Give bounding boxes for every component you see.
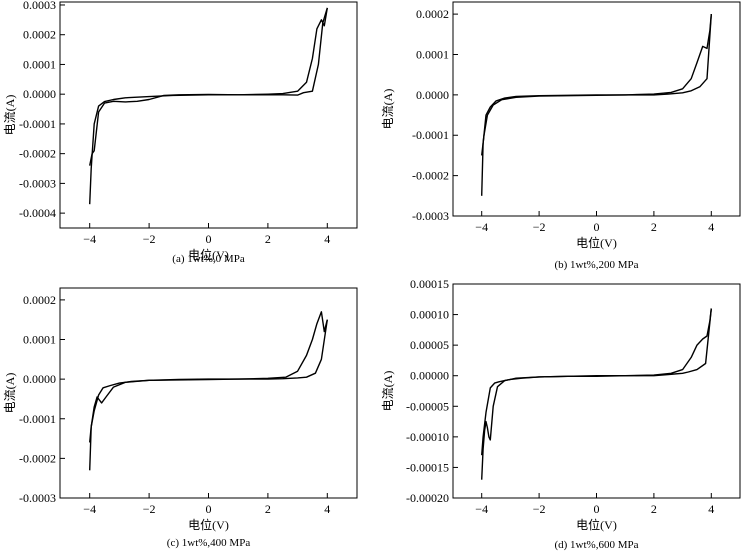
series-line xyxy=(481,14,712,196)
chart-panel: −4 −2 0 2 4 0.00015 0.00010 0.00005 0.00000 -0.00… xyxy=(381,277,741,551)
figure-caption: (b) 1wt%,200 MPa xyxy=(554,259,638,271)
x-tick-label: 0 xyxy=(206,502,212,516)
x-tick-label: −4 xyxy=(475,502,488,516)
x-tick-label: −2 xyxy=(143,502,156,516)
y-tick-label: 0.0002 xyxy=(23,28,56,42)
y-tick-label: -0.0004 xyxy=(19,206,56,220)
figure-caption: (a) 1wt%,0 MPa xyxy=(172,253,245,265)
plot-frame xyxy=(452,1,741,217)
x-tick-label: 4 xyxy=(324,232,330,246)
y-tick-label: -0.0001 xyxy=(412,128,449,142)
y-tick-label: 0.0002 xyxy=(23,293,56,307)
y-tick-label: -0.0001 xyxy=(19,412,56,426)
x-tick-label: 0 xyxy=(594,502,600,516)
x-tick-label: 2 xyxy=(265,502,271,516)
y-tick-label: -0.0003 xyxy=(19,491,56,505)
y-tick-label: 0.0003 xyxy=(23,0,56,12)
y-axis-label: 电流(A) xyxy=(3,373,17,414)
y-tick-label: -0.0001 xyxy=(19,117,56,131)
x-tick-label: 4 xyxy=(708,502,714,516)
y-tick-label: -0.0002 xyxy=(412,169,449,183)
x-tick-label: −4 xyxy=(83,232,96,246)
plot-frame xyxy=(59,1,358,229)
figure-caption: (d) 1wt%,600 MPa xyxy=(554,539,638,551)
series-line xyxy=(481,14,712,156)
y-tick-label: 0.00010 xyxy=(410,308,449,322)
x-tick-label: 2 xyxy=(265,232,271,246)
y-tick-label: 0.0001 xyxy=(23,333,56,347)
x-tick-label: 4 xyxy=(708,220,714,234)
x-tick-label: 0 xyxy=(594,220,600,234)
x-tick-label: −2 xyxy=(143,232,156,246)
y-tick-label: 0.00015 xyxy=(410,277,449,291)
y-tick-label: -0.00020 xyxy=(406,491,449,505)
chart-panel: −4 −2 0 2 4 0.0003 0.0002 0.0001 0.0000 -0.0001 -0… xyxy=(3,0,358,265)
series-line xyxy=(89,319,328,443)
y-tick-label: -0.0003 xyxy=(19,176,56,190)
series-line xyxy=(481,308,712,480)
x-tick-label: −2 xyxy=(533,220,546,234)
y-tick-label: 0.0001 xyxy=(416,47,449,61)
x-tick-label: 0 xyxy=(206,232,212,246)
y-tick-label: -0.00005 xyxy=(406,399,449,413)
plot-frame xyxy=(59,287,358,499)
y-tick-label: 0.00000 xyxy=(410,369,449,383)
y-tick-label: 0.0000 xyxy=(23,372,56,386)
y-tick-label: 0.00005 xyxy=(410,338,449,352)
x-axis-label: 电位(V) xyxy=(188,517,229,532)
y-tick-label: -0.0002 xyxy=(19,451,56,465)
y-tick-label: 0.0000 xyxy=(23,87,56,101)
series-line xyxy=(89,7,328,205)
x-tick-label: −4 xyxy=(83,502,96,516)
series-line xyxy=(89,311,328,471)
y-axis-label: 电流(A) xyxy=(3,95,17,136)
y-axis-label: 电流(A) xyxy=(381,371,395,412)
x-tick-label: −2 xyxy=(533,502,546,516)
figure-caption: (c) 1wt%,400 MPa xyxy=(167,537,251,549)
series-line xyxy=(89,7,328,166)
series-line xyxy=(481,308,712,456)
y-tick-label: -0.0002 xyxy=(19,147,56,161)
chart-panel: −4 −2 0 2 4 0.0002 0.0001 0.0000 -0.0001 -0.0002 -… xyxy=(3,287,358,549)
x-axis-label: 电位(V) xyxy=(576,517,617,532)
x-axis-label: 电位(V) xyxy=(576,235,617,250)
y-tick-label: -0.00010 xyxy=(406,430,449,444)
y-tick-label: 0.0002 xyxy=(416,7,449,21)
x-tick-label: 2 xyxy=(651,502,657,516)
x-tick-label: −4 xyxy=(475,220,488,234)
y-tick-label: 0.0001 xyxy=(23,57,56,71)
x-tick-label: 4 xyxy=(324,502,330,516)
chart-panel: −4 −2 0 2 4 0.0002 0.0001 0.0000 -0.0001 -0.0002 -… xyxy=(381,1,741,271)
y-tick-label: 0.0000 xyxy=(416,88,449,102)
x-axis-label: 电位(V) xyxy=(188,247,229,262)
y-axis-label: 电流(A) xyxy=(381,89,395,130)
y-tick-label: -0.00015 xyxy=(406,460,449,474)
y-tick-label: -0.0003 xyxy=(412,209,449,223)
x-tick-label: 2 xyxy=(651,220,657,234)
